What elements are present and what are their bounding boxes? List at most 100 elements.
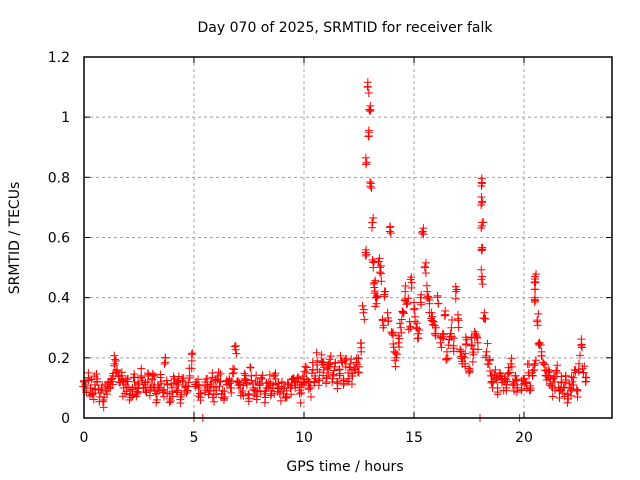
data-point: [215, 382, 224, 391]
data-point: [173, 376, 182, 385]
data-point: [525, 386, 534, 395]
data-point: [440, 311, 449, 320]
data-point: [486, 367, 495, 376]
data-point: [452, 285, 461, 294]
data-point: [242, 378, 251, 387]
x-tick-label: 10: [295, 430, 313, 446]
data-point: [314, 381, 323, 390]
data-point: [572, 385, 581, 394]
data-point: [359, 305, 368, 314]
data-point: [324, 368, 333, 377]
data-point: [447, 323, 456, 332]
data-point: [512, 375, 521, 384]
data-point: [256, 387, 265, 396]
data-point: [369, 213, 378, 222]
data-point: [370, 287, 379, 296]
data-point: [385, 223, 394, 232]
data-point: [315, 368, 324, 377]
data-point: [473, 333, 482, 342]
data-point: [503, 377, 512, 386]
data-point: [414, 334, 423, 343]
y-tick-label: 0.8: [48, 170, 70, 186]
data-point: [185, 373, 194, 382]
data-point: [174, 372, 183, 381]
data-point: [411, 317, 420, 326]
data-point: [242, 379, 251, 388]
data-point: [336, 351, 345, 360]
data-point: [372, 291, 381, 300]
data-point: [322, 379, 331, 388]
data-point: [188, 349, 197, 358]
data-point: [172, 386, 181, 395]
data-point: [118, 376, 127, 385]
data-point: [112, 357, 121, 366]
data-point: [230, 365, 239, 374]
x-axis-label: GPS time / hours: [286, 459, 403, 475]
data-point: [219, 394, 228, 403]
data-point: [438, 334, 447, 343]
data-point: [428, 312, 437, 321]
data-point: [461, 362, 470, 371]
x-tick-label: 0: [80, 430, 89, 446]
data-point: [191, 380, 200, 389]
data-point: [347, 355, 356, 364]
data-point: [276, 396, 285, 405]
data-point: [108, 374, 117, 383]
data-point: [328, 374, 337, 383]
data-point: [397, 315, 406, 324]
data-point: [252, 395, 261, 404]
data-point: [430, 321, 439, 330]
data-point: [283, 379, 292, 388]
data-point: [305, 381, 314, 390]
data-point: [472, 332, 481, 341]
data-point: [317, 350, 326, 359]
data-point: [237, 388, 246, 397]
y-tick-label: 1.2: [48, 50, 70, 66]
data-point: [451, 294, 460, 303]
data-point: [380, 290, 389, 299]
data-point: [207, 377, 216, 386]
data-point: [491, 365, 500, 374]
data-point: [404, 294, 413, 303]
data-point: [453, 310, 462, 319]
data-point: [339, 376, 348, 385]
data-point: [282, 394, 291, 403]
data-point: [306, 383, 315, 392]
data-point: [409, 298, 418, 307]
data-point: [565, 379, 574, 388]
data-point: [236, 380, 245, 389]
data-point: [399, 309, 408, 318]
y-tick-label: 0.4: [48, 291, 70, 307]
data-point: [194, 383, 203, 392]
data-point: [362, 160, 371, 169]
data-point: [465, 367, 474, 376]
data-point: [477, 221, 486, 230]
data-point: [427, 308, 436, 317]
data-point: [549, 373, 558, 382]
data-point: [232, 349, 241, 358]
data-point: [151, 389, 160, 398]
data-point: [388, 328, 397, 337]
data-point: [421, 258, 430, 267]
data-point: [417, 300, 426, 309]
data-point: [377, 277, 386, 286]
data-point: [325, 355, 334, 364]
data-point: [391, 348, 400, 357]
data-point: [229, 368, 238, 377]
data-point: [149, 370, 158, 379]
data-point: [545, 367, 554, 376]
data-point: [150, 372, 159, 381]
data-point: [567, 391, 576, 400]
data-point: [477, 193, 486, 202]
data-point: [468, 341, 477, 350]
data-point: [555, 394, 564, 403]
data-point: [113, 366, 122, 375]
data-point: [245, 394, 254, 403]
data-point: [477, 174, 486, 183]
data-point: [376, 261, 385, 270]
data-point: [479, 218, 488, 227]
data-point: [477, 265, 486, 274]
data-point: [183, 386, 192, 395]
data-point: [434, 299, 443, 308]
data-point: [410, 304, 419, 313]
